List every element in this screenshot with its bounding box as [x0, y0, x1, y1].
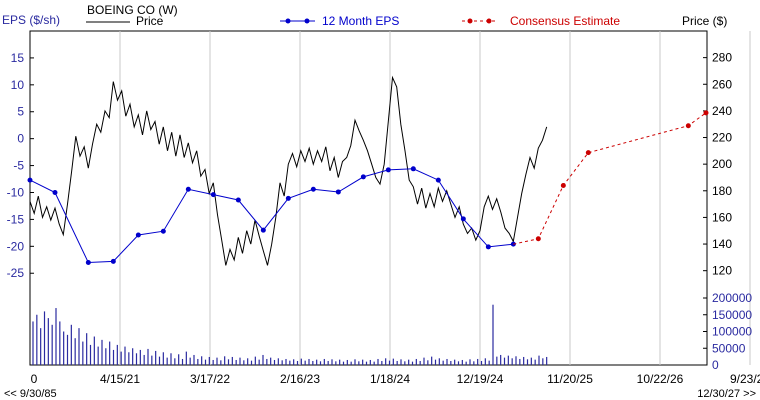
- eps-line: [29, 168, 514, 264]
- right-axis: 280 260 240 220 200 180 160 140 120: [703, 51, 732, 278]
- right-tick-label: 160: [712, 210, 732, 224]
- chart-title: BOEING CO (W): [87, 3, 178, 17]
- left-axis-label: EPS ($/sh): [2, 13, 60, 27]
- eps-point: [485, 244, 491, 250]
- estimate-point: [560, 182, 566, 188]
- eps-point: [52, 189, 58, 195]
- legend-estimate-dot: [486, 18, 492, 24]
- legend-estimate-label: Consensus Estimate: [510, 14, 620, 28]
- left-tick-label: 5: [17, 105, 24, 119]
- legend-estimate-dot: [467, 18, 473, 24]
- eps-point: [85, 259, 91, 265]
- eps-point: [410, 166, 416, 172]
- x-tick-label: 3/17/22: [190, 372, 230, 386]
- legend-eps-label: 12 Month EPS: [322, 14, 399, 28]
- x-tick-label: 4/15/21: [100, 372, 140, 386]
- legend-eps-dot: [304, 18, 310, 24]
- plot-frame: [29, 30, 708, 366]
- eps-point: [460, 216, 466, 222]
- right-axis-label: Price ($): [682, 14, 727, 28]
- left-tick-label: 10: [11, 78, 25, 92]
- x-tick-label: 12/19/24: [457, 372, 504, 386]
- volume-axis: 200000 150000 100000 50000 0: [703, 291, 752, 372]
- eps-point: [260, 227, 266, 233]
- eps-point: [185, 186, 191, 192]
- x-start-label: << 9/30/85: [4, 388, 57, 400]
- estimate-line: [513, 112, 707, 245]
- volume-tick-label: 100000: [712, 325, 752, 339]
- x-tick-label: 2/16/23: [280, 372, 320, 386]
- eps-point: [110, 258, 116, 264]
- right-tick-label: 120: [712, 264, 732, 278]
- x-tick-label: 11/20/25: [547, 372, 593, 386]
- left-tick-label: -15: [7, 212, 25, 226]
- right-tick-label: 140: [712, 237, 732, 251]
- x-tick-label: 9/23/27: [730, 372, 760, 386]
- eps-point: [285, 195, 291, 201]
- right-tick-label: 240: [712, 104, 732, 118]
- left-tick-label: 0: [17, 132, 24, 146]
- volume-tick-label: 0: [712, 358, 719, 372]
- x-axis: 0 4/15/21 3/17/22 2/16/23 1/18/24 12/19/24 11/…: [31, 372, 760, 386]
- x-tick-label: 0: [31, 372, 38, 386]
- right-tick-label: 180: [712, 184, 732, 198]
- estimate-point: [585, 150, 591, 156]
- left-tick-label: -20: [7, 239, 25, 253]
- eps-point: [135, 232, 141, 238]
- volume-tick-label: 150000: [712, 308, 752, 322]
- eps-point: [385, 167, 391, 173]
- gridlines: [119, 31, 751, 365]
- right-tick-label: 260: [712, 77, 732, 91]
- right-tick-label: 200: [712, 157, 732, 171]
- left-tick-label: -5: [13, 159, 24, 173]
- volume-tick-label: 50000: [712, 341, 746, 355]
- left-axis: 15 10 5 0 -5 -10 -15 -20 -25: [7, 51, 34, 280]
- right-tick-label: 220: [712, 131, 732, 145]
- left-tick-label: -25: [7, 266, 25, 280]
- legend-price-label: Price: [136, 14, 164, 28]
- left-tick-label: -10: [7, 185, 25, 199]
- left-tick-label: 15: [11, 51, 25, 65]
- eps-point: [435, 177, 441, 183]
- eps-point: [27, 177, 33, 183]
- x-end-label: 12/30/27 >>: [697, 388, 756, 400]
- estimate-point: [703, 110, 709, 116]
- eps-point: [160, 228, 166, 234]
- volume-tick-label: 200000: [712, 291, 752, 305]
- eps-point: [360, 174, 366, 180]
- eps-point: [310, 186, 316, 192]
- eps-point: [235, 197, 241, 203]
- eps-point: [335, 189, 341, 195]
- price-line: [29, 75, 548, 266]
- estimate-point: [535, 236, 541, 242]
- series-layer: [27, 75, 709, 266]
- eps-point: [210, 192, 216, 198]
- right-tick-label: 280: [712, 51, 732, 65]
- estimate-point: [685, 123, 691, 129]
- volume-bars: [32, 304, 548, 365]
- x-tick-label: 1/18/24: [370, 372, 410, 386]
- x-tick-label: 10/22/26: [637, 372, 684, 386]
- legend-eps-dot: [285, 18, 291, 24]
